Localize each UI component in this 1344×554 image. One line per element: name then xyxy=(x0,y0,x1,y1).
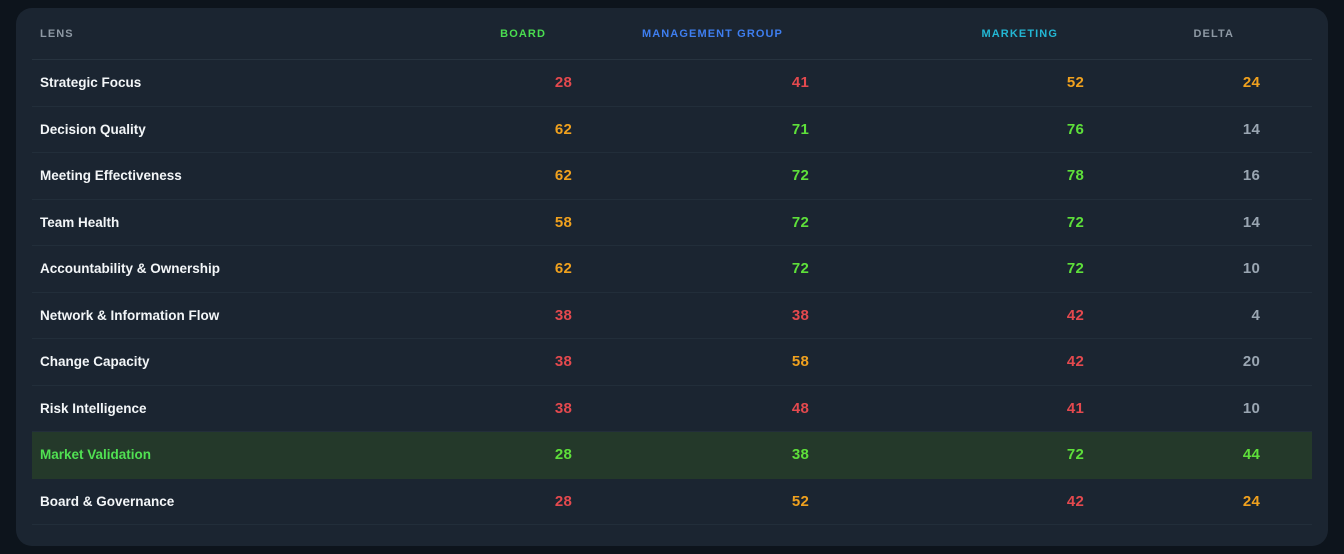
delta-score: 10 xyxy=(1242,260,1260,278)
delta-score: 44 xyxy=(1242,446,1260,464)
board-score: 28 xyxy=(554,74,572,92)
board-score: 28 xyxy=(554,446,572,464)
mgmt-score: 72 xyxy=(791,260,809,278)
table-row[interactable]: Decision Quality 62 71 76 14 xyxy=(32,107,1312,153)
table-row-selected[interactable]: Market Validation 28 38 72 44 xyxy=(32,432,1312,479)
table-row[interactable]: Team Health 58 72 72 14 xyxy=(32,200,1312,246)
marketing-score: 72 xyxy=(1066,260,1084,278)
marketing-score: 42 xyxy=(1066,306,1084,324)
lens-label: Risk Intelligence xyxy=(40,400,147,416)
board-score: 38 xyxy=(554,399,572,417)
board-score: 62 xyxy=(554,260,572,278)
column-header-mgmt: MANAGEMENT GROUP xyxy=(641,27,783,40)
marketing-score: 76 xyxy=(1066,120,1084,138)
lens-label: Market Validation xyxy=(40,447,152,463)
delta-score: 24 xyxy=(1242,74,1260,92)
marketing-score: 41 xyxy=(1066,399,1084,417)
lens-label: Change Capacity xyxy=(40,354,150,370)
board-score: 58 xyxy=(554,213,572,231)
marketing-score: 42 xyxy=(1066,353,1084,371)
column-header-lens: LENS xyxy=(40,27,74,40)
lens-label: Strategic Focus xyxy=(40,75,142,91)
lens-label: Accountability & Ownership xyxy=(40,261,221,277)
board-score: 62 xyxy=(554,167,572,185)
marketing-score: 72 xyxy=(1066,213,1084,231)
table-row[interactable]: Strategic Focus 28 41 52 24 xyxy=(32,60,1312,107)
mgmt-score: 38 xyxy=(791,446,809,464)
delta-score: 20 xyxy=(1242,353,1260,371)
table-row[interactable]: Accountability & Ownership 62 72 72 10 xyxy=(32,246,1312,293)
column-header-delta: DELTA xyxy=(1193,27,1234,40)
mgmt-score: 72 xyxy=(791,167,809,185)
delta-score: 14 xyxy=(1242,120,1260,138)
board-score: 38 xyxy=(554,306,572,324)
column-header-marketing: MARKETING xyxy=(981,27,1058,40)
lens-label: Network & Information Flow xyxy=(40,307,220,323)
delta-score: 24 xyxy=(1242,492,1260,510)
table-body: Strategic Focus 28 41 52 24 Decision Quality 6… xyxy=(32,60,1312,525)
mgmt-score: 58 xyxy=(791,353,809,371)
lens-label: Meeting Effectiveness xyxy=(40,168,182,184)
board-score: 38 xyxy=(554,353,572,371)
delta-score: 14 xyxy=(1242,213,1260,231)
table-row[interactable]: Board & Governance 28 52 42 24 xyxy=(32,479,1312,525)
lens-scores-table-card: LENS BOARD MANAGEMENT GROUP MARKETING DELTA … xyxy=(16,8,1328,546)
mgmt-score: 38 xyxy=(791,306,809,324)
lens-label: Team Health xyxy=(40,214,120,230)
table-row[interactable]: Meeting Effectiveness 62 72 78 16 xyxy=(32,153,1312,200)
mgmt-score: 41 xyxy=(791,74,809,92)
board-score: 28 xyxy=(554,492,572,510)
delta-score: 10 xyxy=(1242,399,1260,417)
table-row[interactable]: Network & Information Flow 38 38 42 4 xyxy=(32,293,1312,339)
mgmt-score: 48 xyxy=(791,399,809,417)
lens-label: Board & Governance xyxy=(40,493,175,509)
mgmt-score: 71 xyxy=(791,120,809,138)
board-score: 62 xyxy=(554,120,572,138)
marketing-score: 42 xyxy=(1066,492,1084,510)
mgmt-score: 52 xyxy=(791,492,809,510)
column-header-board: BOARD xyxy=(500,27,546,40)
lens-label: Decision Quality xyxy=(40,121,146,137)
table-row[interactable]: Risk Intelligence 38 48 41 10 xyxy=(32,386,1312,432)
marketing-score: 52 xyxy=(1066,74,1084,92)
marketing-score: 72 xyxy=(1066,446,1084,464)
delta-score: 4 xyxy=(1251,306,1260,324)
mgmt-score: 72 xyxy=(791,213,809,231)
marketing-score: 78 xyxy=(1066,167,1084,185)
table-row[interactable]: Change Capacity 38 58 42 20 xyxy=(32,339,1312,386)
table-header-row: LENS BOARD MANAGEMENT GROUP MARKETING DELTA xyxy=(32,8,1312,60)
delta-score: 16 xyxy=(1242,167,1260,185)
